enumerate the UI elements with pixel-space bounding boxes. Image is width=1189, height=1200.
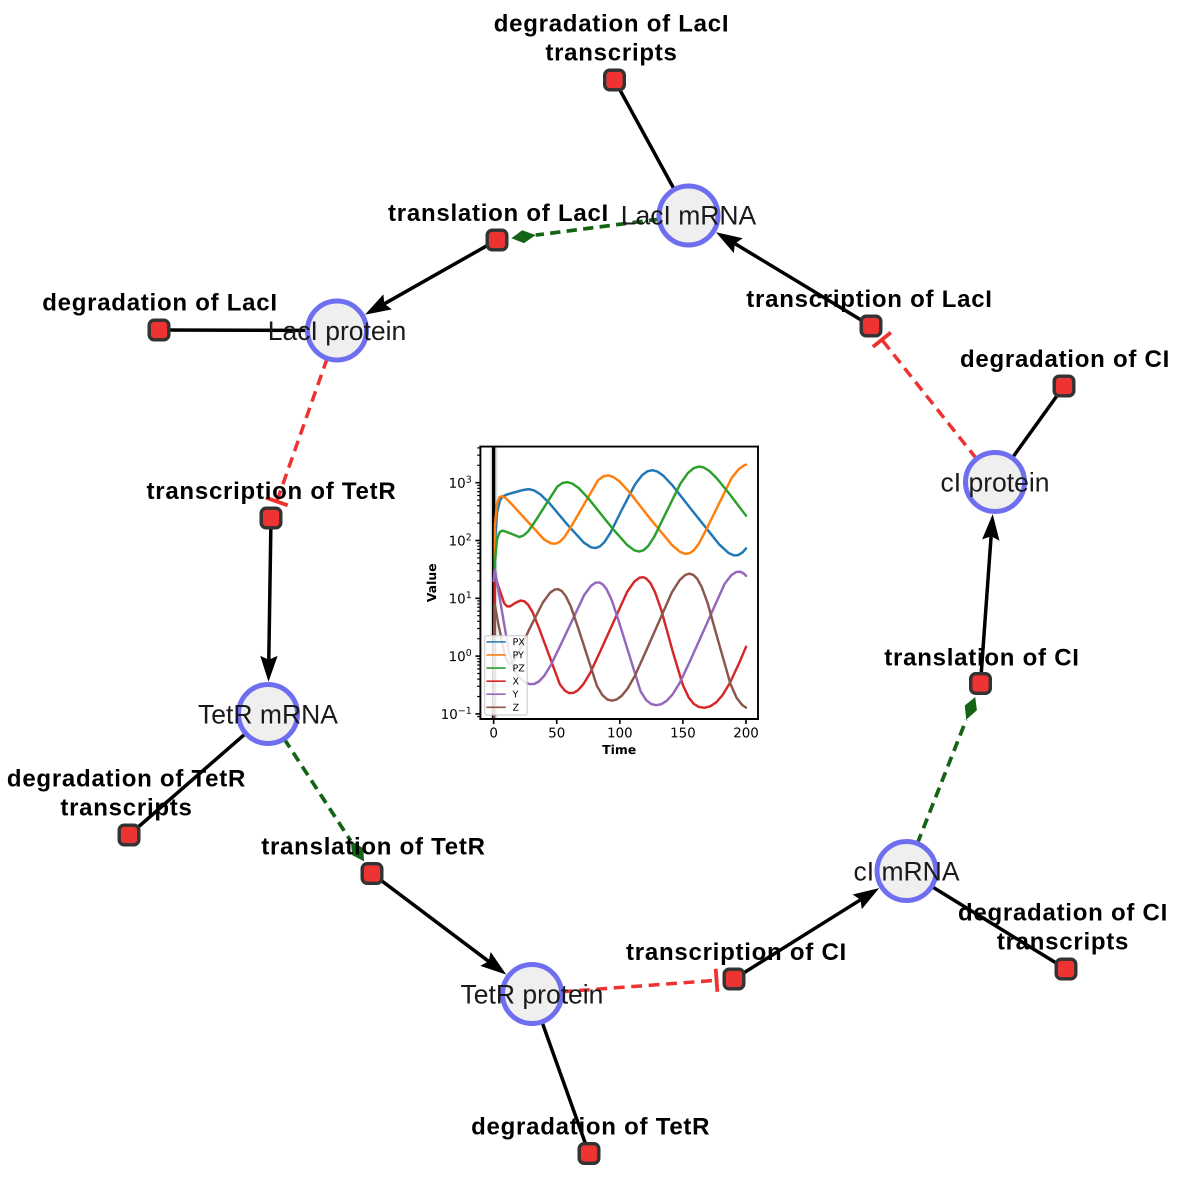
svg-text:degradation of LacI: degradation of LacI: [42, 290, 278, 317]
svg-text:translation of LacI: translation of LacI: [388, 200, 609, 227]
svg-text:transcripts: transcripts: [545, 40, 677, 67]
svg-text:LacI mRNA: LacI mRNA: [621, 201, 757, 231]
svg-text:transcription of CI: transcription of CI: [626, 939, 847, 966]
svg-text:transcription of TetR: transcription of TetR: [147, 478, 397, 505]
svg-text:degradation of CI: degradation of CI: [958, 900, 1168, 927]
svg-text:degradation of CI: degradation of CI: [960, 346, 1170, 373]
svg-text:transcripts: transcripts: [997, 929, 1129, 956]
svg-text:cI mRNA: cI mRNA: [854, 857, 960, 887]
svg-text:translation of CI: translation of CI: [884, 645, 1079, 672]
svg-text:TetR mRNA: TetR mRNA: [198, 700, 338, 730]
svg-text:transcripts: transcripts: [60, 795, 192, 822]
svg-text:degradation of TetR: degradation of TetR: [7, 766, 246, 793]
svg-text:translation of TetR: translation of TetR: [261, 834, 485, 861]
svg-text:transcription of LacI: transcription of LacI: [746, 286, 992, 313]
svg-text:TetR protein: TetR protein: [461, 980, 604, 1010]
svg-text:LacI protein: LacI protein: [268, 316, 406, 346]
svg-text:cI protein: cI protein: [940, 468, 1049, 498]
svg-text:degradation of TetR: degradation of TetR: [471, 1114, 710, 1141]
svg-text:degradation of LacI: degradation of LacI: [494, 11, 730, 38]
